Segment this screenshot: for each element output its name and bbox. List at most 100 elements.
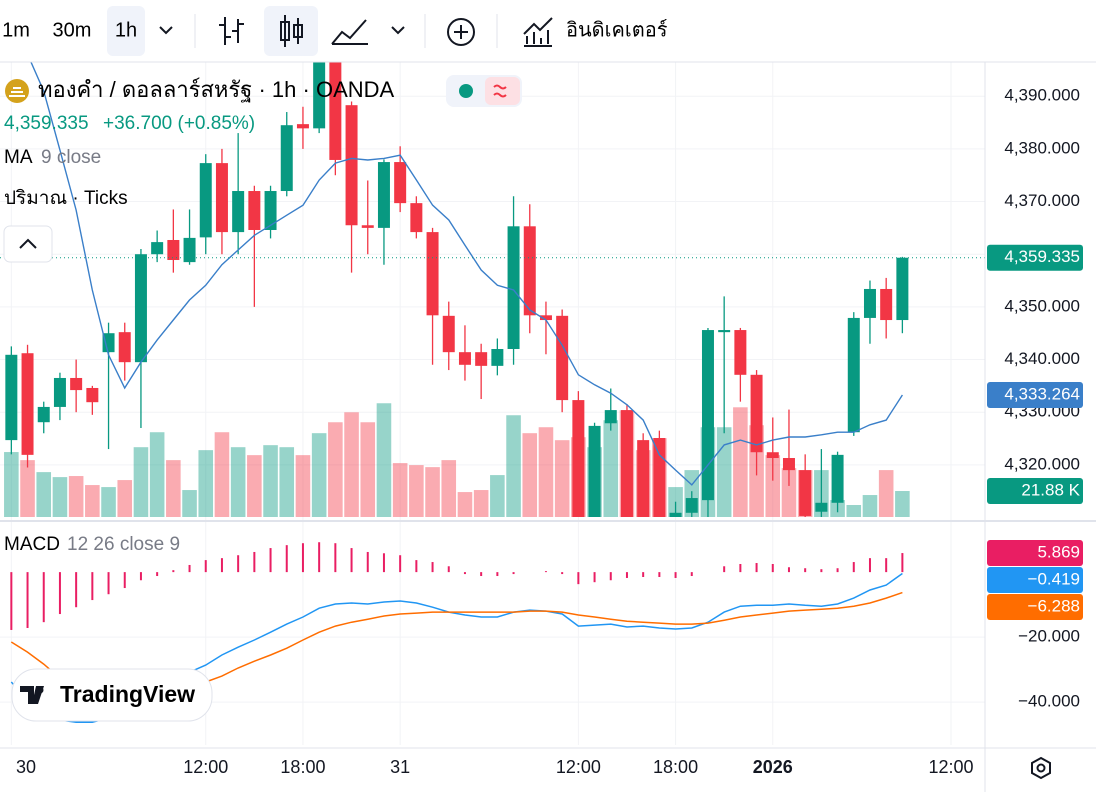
settings-button[interactable] <box>1031 756 1051 780</box>
interval-button[interactable]: 30m <box>53 19 92 41</box>
volume-bar <box>360 422 376 517</box>
candle-body <box>604 410 617 424</box>
candle-body <box>134 254 147 363</box>
volume-bar <box>733 407 748 517</box>
volume-bar <box>117 480 133 517</box>
candle-body <box>620 410 633 517</box>
legend-price: 4,359.335 <box>4 113 89 134</box>
x-tick-label: 2026 <box>753 757 793 777</box>
candle-body <box>815 502 828 512</box>
volume-bar <box>409 465 424 517</box>
volume-bar <box>425 467 440 517</box>
macd-legend-params: 12 26 close 9 <box>67 534 180 555</box>
candle-body <box>70 377 83 391</box>
candle-body <box>637 440 650 517</box>
volume-bar <box>895 491 910 517</box>
candle-body <box>167 239 180 261</box>
collapse-button[interactable] <box>3 225 53 263</box>
volume-bar <box>68 476 84 517</box>
candle-body <box>215 163 228 233</box>
x-tick-label: 18:00 <box>280 757 325 777</box>
volume-bar <box>182 490 197 517</box>
volume-bar <box>36 472 52 517</box>
volume-bar <box>149 432 165 517</box>
chevron[interactable] <box>391 26 405 35</box>
interval-button[interactable]: 1h <box>115 19 137 41</box>
x-tick-label: 18:00 <box>653 757 698 777</box>
settings-icon[interactable] <box>1036 763 1046 773</box>
volume-bar <box>538 427 554 517</box>
interval-button[interactable]: 1m <box>2 19 30 41</box>
candles-icon[interactable] <box>280 15 303 47</box>
logo[interactable]: TradingView <box>11 668 213 722</box>
market-status[interactable] <box>459 84 473 98</box>
x-tick-label: 12:00 <box>556 757 601 777</box>
add-button[interactable] <box>447 18 475 46</box>
interval-active-bg[interactable] <box>107 6 145 56</box>
candle-body <box>718 330 731 333</box>
volume-bar <box>85 485 100 517</box>
candle-body <box>86 387 99 403</box>
macd-badge: 5.869 <box>1037 543 1080 562</box>
candle-body <box>669 512 682 517</box>
symbol-title: ทองคำ / ดอลลาร์สหรัฐ · 1h · OANDA <box>38 77 395 103</box>
volume-bar <box>214 432 230 517</box>
volume-bar <box>603 420 619 517</box>
candle-body <box>118 332 131 363</box>
volume-bar <box>263 445 278 517</box>
candle-body <box>280 125 293 192</box>
candle-body <box>199 163 212 238</box>
price-pane <box>0 62 985 517</box>
candle-body <box>523 226 536 316</box>
y-tick-label: 4,320.000 <box>1004 454 1080 473</box>
ma-legend-params: 9 close <box>41 147 101 168</box>
add-icon[interactable] <box>454 25 468 39</box>
candle-body <box>410 203 423 233</box>
volume-bar <box>52 477 68 517</box>
toolbar: 1m 30m 1h อินดิเคเตอร์ <box>0 6 1096 63</box>
last-price-badge: 4,359.335 <box>1004 247 1080 266</box>
legend-change: +36.700 (+0.85%) <box>103 113 255 134</box>
candles-active-bg[interactable] <box>264 6 318 56</box>
volume-bar <box>4 452 19 517</box>
volume-bar <box>473 490 489 517</box>
volume-bar <box>878 470 894 517</box>
volume-bar <box>133 447 149 517</box>
indicators-icon[interactable] <box>523 17 553 47</box>
y-tick-label: 4,370.000 <box>1004 191 1080 210</box>
area-icon[interactable] <box>331 19 368 45</box>
x-tick-label: 12:00 <box>183 757 228 777</box>
ma-badge-bg <box>987 382 1083 409</box>
y-tick-label: 4,380.000 <box>1004 138 1080 157</box>
candle-body <box>880 288 893 321</box>
legend: ทองคำ / ดอลลาร์สหรัฐ · 1h · OANDA 4,359.… <box>3 75 522 555</box>
candle-body <box>458 352 471 365</box>
chevron[interactable] <box>159 26 173 35</box>
collapse-icon[interactable] <box>19 238 37 249</box>
volume-bar <box>328 422 343 517</box>
volume-bar <box>554 440 570 517</box>
candle-body <box>377 162 390 228</box>
candle-body <box>102 333 115 353</box>
candle-body <box>5 354 18 441</box>
candle-body <box>766 452 779 459</box>
volume-bar <box>862 495 878 517</box>
data-problem-icon[interactable] <box>493 84 507 98</box>
candle-body <box>750 374 763 453</box>
data-problem-button[interactable] <box>485 77 520 105</box>
volume-bar <box>166 460 181 517</box>
bars-icon[interactable] <box>219 17 244 45</box>
last-price-badge-bg <box>987 244 1083 271</box>
candle-body <box>53 377 66 407</box>
candle-body <box>394 162 407 204</box>
volume-badge: 21.88 K <box>1021 481 1080 500</box>
ma-line <box>30 62 903 486</box>
indicators-button[interactable]: อินดิเคเตอร์ <box>566 18 668 41</box>
volume-bar <box>781 468 797 517</box>
logo-text: TradingView <box>60 681 195 707</box>
candle-body <box>264 191 277 230</box>
candle-body <box>507 226 520 350</box>
logo-badge[interactable] <box>11 668 213 722</box>
